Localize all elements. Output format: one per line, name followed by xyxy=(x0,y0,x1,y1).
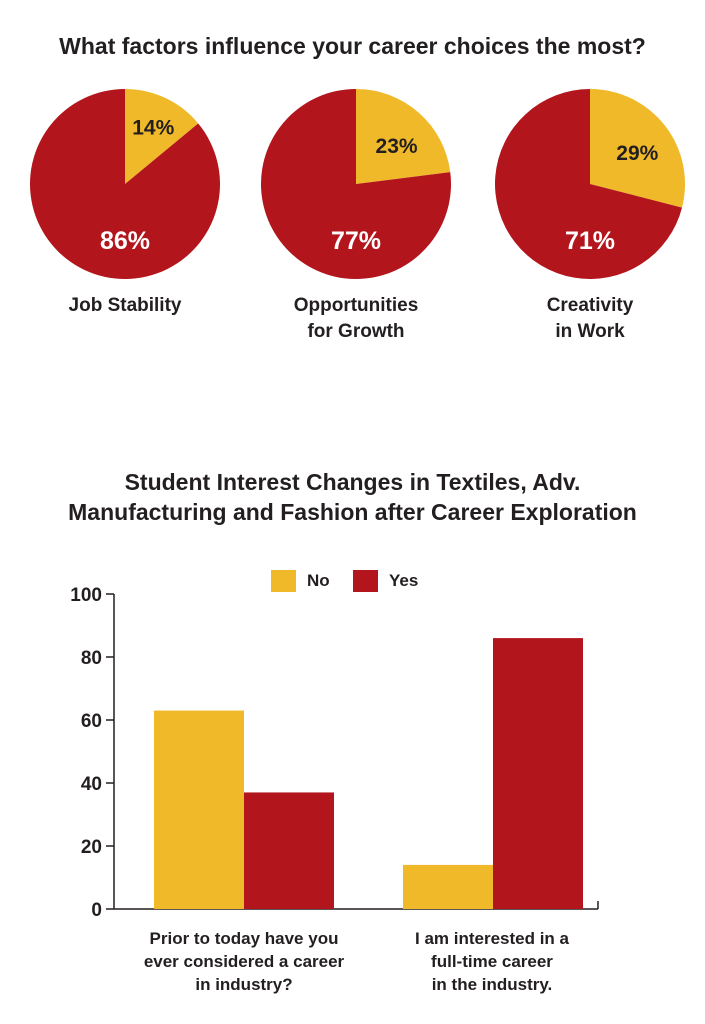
y-tick-label: 40 xyxy=(81,774,102,795)
pie-section-title: What factors influence your career choic… xyxy=(59,33,646,59)
bar xyxy=(403,864,493,909)
legend-swatch xyxy=(271,570,296,592)
category-label-line: full-time career xyxy=(431,952,553,971)
pie-label-creativity: Creativity in Work xyxy=(480,293,700,345)
pie-label-job-stability: Job Stability xyxy=(15,293,235,319)
category-label-line: in industry? xyxy=(195,975,293,994)
category-label-line: Prior to today have you xyxy=(149,929,339,948)
category-label-line: ever considered a career xyxy=(143,952,345,971)
pie-label-line: Creativity xyxy=(546,295,634,316)
pie-slice-label: 23% xyxy=(376,135,418,158)
y-tick-label: 0 xyxy=(91,900,102,921)
category-label-interested: I am interested in a full-time career in… xyxy=(362,927,622,996)
pie-slice-label: 71% xyxy=(565,227,615,255)
pie-slice xyxy=(125,89,199,184)
bar-title-line: Manufacturing and Fashion after Career E… xyxy=(68,499,637,525)
bar-title-line: Student Interest Changes in Textiles, Ad… xyxy=(124,469,581,495)
legend-label: Yes xyxy=(389,571,418,590)
y-tick-label: 20 xyxy=(81,837,102,858)
pie-slice xyxy=(261,89,451,280)
bar-chart-title: Student Interest Changes in Textiles, Ad… xyxy=(0,467,705,527)
y-tick-label: 80 xyxy=(81,648,102,669)
pie-label-line: in Work xyxy=(555,321,625,342)
pie-label-line: Job Stability xyxy=(68,295,182,316)
pie-slice-label: 29% xyxy=(616,142,658,165)
pie-slice xyxy=(494,89,683,279)
pie-label-growth: Opportunities for Growth xyxy=(246,293,466,345)
legend-label: No xyxy=(307,571,330,590)
bar xyxy=(154,710,244,909)
bar xyxy=(493,638,583,909)
bar xyxy=(244,792,334,909)
y-tick-label: 100 xyxy=(70,585,102,606)
pie-label-line: for Growth xyxy=(307,321,405,342)
y-tick-label: 60 xyxy=(81,711,102,732)
pie-slice xyxy=(30,89,221,280)
category-label-line: in the industry. xyxy=(431,975,553,994)
category-label-line: I am interested in a xyxy=(415,929,569,948)
pie-slice-label: 86% xyxy=(100,227,150,255)
pie-slice xyxy=(590,89,685,208)
category-label-considered: Prior to today have you ever considered … xyxy=(114,927,374,996)
pie-slice xyxy=(356,89,451,184)
pie-label-line: Opportunities xyxy=(293,295,419,316)
legend-swatch xyxy=(353,570,378,592)
pie-slice-label: 77% xyxy=(331,227,381,255)
pie-slice-label: 14% xyxy=(132,117,174,140)
